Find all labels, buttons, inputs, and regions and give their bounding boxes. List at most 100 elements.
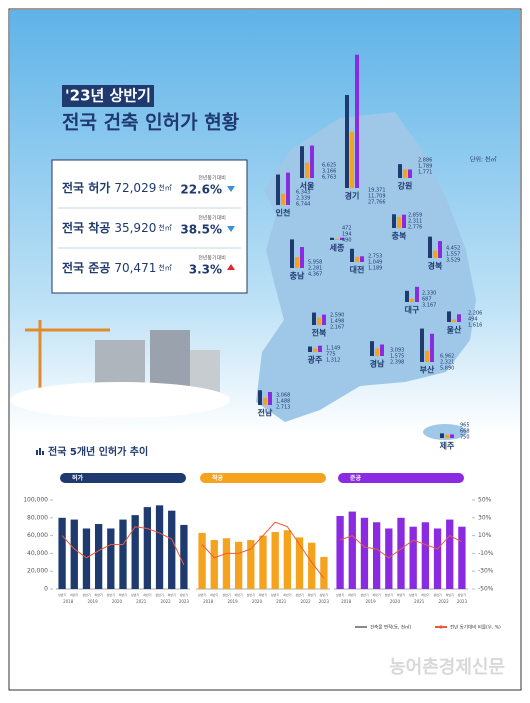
region-name: 경남 bbox=[370, 359, 385, 369]
x-tick-label: 하반기 bbox=[348, 592, 357, 597]
x-tick-label: 하반기 bbox=[283, 592, 292, 597]
y2-tick-label: -30% bbox=[478, 568, 494, 575]
region-value-label: 775 bbox=[326, 352, 336, 358]
y2-tick-label: 30% bbox=[478, 514, 492, 521]
region-value-label: 2,753 bbox=[368, 254, 382, 260]
change-value: 22.6% bbox=[180, 183, 222, 197]
x-tick-label: 하반기 bbox=[372, 592, 381, 597]
region-bar bbox=[402, 214, 406, 228]
region-value-label: 2,167 bbox=[330, 325, 344, 331]
region-bar bbox=[438, 241, 442, 258]
x-tick-label: 하반기 bbox=[397, 592, 406, 597]
bar bbox=[131, 515, 139, 589]
x-tick-label: 상반기 bbox=[222, 592, 231, 597]
x-year-label: 2018 bbox=[341, 599, 352, 604]
region-bar bbox=[350, 248, 354, 262]
bar bbox=[155, 505, 164, 589]
region-value-label: 472 bbox=[342, 226, 352, 232]
region-bar bbox=[318, 345, 322, 352]
bar bbox=[295, 537, 304, 589]
x-tick-label: 상반기 bbox=[155, 592, 164, 597]
x-tick-label: 상반기 bbox=[271, 592, 280, 597]
y-tick-label: 60,000 bbox=[27, 532, 48, 539]
region-bar bbox=[410, 298, 414, 302]
x-year-label: 2018 bbox=[203, 599, 214, 604]
region-bar bbox=[447, 311, 451, 322]
y2-tick-label: 50% bbox=[478, 497, 492, 504]
region-bar bbox=[457, 314, 461, 322]
bar bbox=[247, 540, 255, 589]
region-bar bbox=[440, 433, 444, 438]
y-tick-label: 0 bbox=[44, 586, 48, 593]
region-value-label: 2,713 bbox=[276, 405, 290, 411]
change-value: 3.3% bbox=[189, 263, 222, 277]
region-bar bbox=[375, 348, 379, 356]
x-tick-label: 하반기 bbox=[259, 592, 268, 597]
region-bar bbox=[425, 350, 429, 362]
region-value-label: 5,890 bbox=[440, 366, 454, 372]
summary-label: 전국 준공 bbox=[62, 260, 110, 275]
bar bbox=[348, 511, 356, 589]
region-value-label: 2,311 bbox=[408, 219, 422, 225]
bar bbox=[168, 510, 176, 589]
y2-tick-label: 10% bbox=[478, 532, 492, 539]
region-value-label: 2,886 bbox=[418, 158, 432, 164]
bar bbox=[446, 519, 454, 589]
change-arrow bbox=[227, 264, 235, 270]
x-tick-label: 상반기 bbox=[409, 592, 418, 597]
x-tick-label: 상반기 bbox=[458, 592, 467, 597]
region-value-label: 3,167 bbox=[422, 303, 436, 309]
region-name: 전남 bbox=[258, 408, 273, 418]
summary-label: 전국 허가 bbox=[62, 180, 110, 195]
region-value-label: 6,763 bbox=[322, 175, 336, 181]
change-arrow bbox=[227, 186, 235, 192]
region-bar bbox=[450, 434, 454, 438]
x-year-label: 2021 bbox=[414, 599, 425, 604]
region-bar bbox=[263, 397, 267, 405]
region-bar bbox=[345, 95, 349, 188]
region-bar bbox=[403, 169, 407, 178]
summary-value: 72,029 bbox=[114, 181, 156, 195]
region-bar bbox=[330, 237, 334, 240]
region-value-label: 3,166 bbox=[322, 169, 336, 175]
region-name: 전북 bbox=[312, 328, 327, 338]
x-tick-label: 상반기 bbox=[247, 592, 256, 597]
bar bbox=[82, 528, 91, 589]
bar bbox=[397, 517, 405, 589]
region-bar bbox=[335, 239, 339, 240]
region-bar bbox=[430, 333, 434, 362]
region-value-label: 2,330 bbox=[422, 291, 436, 297]
x-tick-label: 상반기 bbox=[180, 592, 189, 597]
region-bar bbox=[340, 237, 344, 240]
region-bar bbox=[295, 257, 299, 268]
bar bbox=[360, 517, 369, 589]
region-name: 부산 bbox=[420, 365, 435, 375]
panel-title-pill bbox=[200, 473, 326, 483]
x-tick-label: 하반기 bbox=[70, 592, 79, 597]
region-value-label: 6,962 bbox=[440, 354, 454, 360]
x-tick-label: 하반기 bbox=[210, 592, 219, 597]
region-value-label: 3,529 bbox=[446, 258, 460, 264]
region-value-label: 2,281 bbox=[308, 266, 322, 272]
bar bbox=[409, 526, 417, 589]
x-tick-label: 상반기 bbox=[82, 592, 91, 597]
panel-title: 착공 bbox=[212, 474, 224, 482]
panel-title-pill bbox=[338, 473, 464, 483]
region-name: 제주 bbox=[440, 441, 455, 451]
region-bar bbox=[405, 290, 409, 302]
region-bar bbox=[300, 146, 304, 178]
bar bbox=[70, 519, 78, 589]
bar bbox=[119, 519, 127, 589]
x-tick-label: 하반기 bbox=[308, 592, 317, 597]
x-tick-label: 하반기 bbox=[168, 592, 177, 597]
region-value-label: 194 bbox=[342, 232, 352, 238]
region-value-label: 2,339 bbox=[296, 196, 310, 202]
region-name: 서울 bbox=[300, 181, 315, 191]
x-tick-label: 하반기 bbox=[234, 592, 243, 597]
summary-label: 전국 착공 bbox=[62, 220, 110, 235]
region-bar bbox=[281, 193, 285, 205]
region-name: 경북 bbox=[428, 261, 443, 271]
region-bar bbox=[420, 328, 424, 362]
region-value-label: 2,206 bbox=[468, 311, 482, 317]
rate-line bbox=[61, 526, 185, 566]
